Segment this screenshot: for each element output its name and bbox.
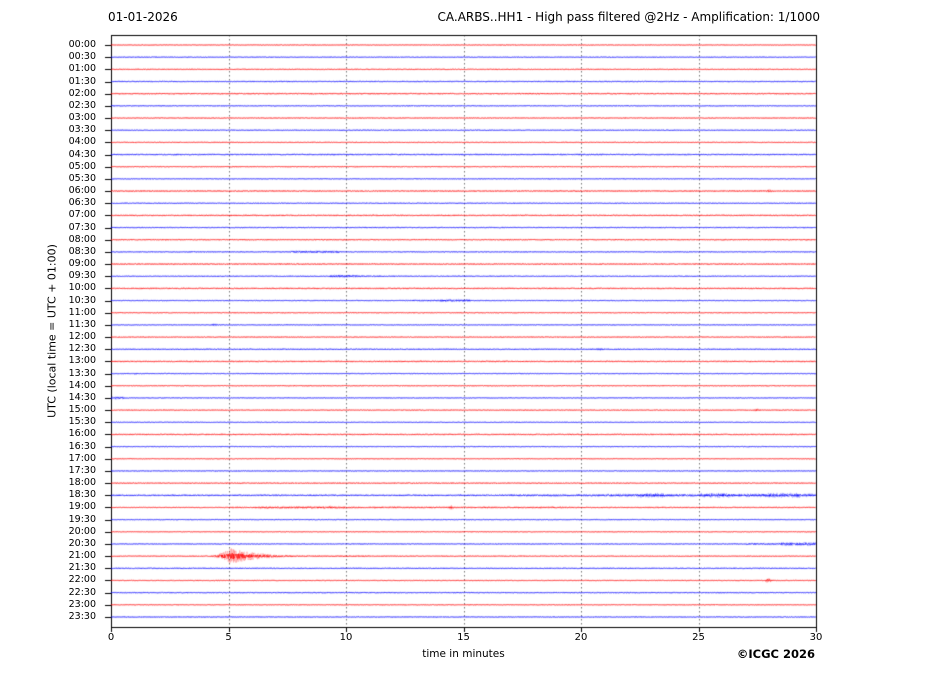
y-tick-label: 00:30 (68, 51, 96, 63)
x-tick-label: 30 (809, 632, 823, 643)
x-axis-title: time in minutes (422, 648, 505, 660)
y-axis-title: UTC (local time = UTC + 01:00) (45, 244, 59, 418)
y-tick-label: 14:00 (68, 379, 96, 391)
y-tick-label: 05:30 (68, 172, 96, 184)
y-tick-label: 21:30 (68, 562, 96, 574)
y-tick-label: 10:00 (68, 282, 96, 294)
x-tick-label: 15 (457, 632, 470, 643)
y-tick-label: 20:30 (68, 537, 96, 549)
y-tick-label: 12:00 (68, 331, 96, 343)
date-label: 01-01-2026 (108, 10, 178, 24)
y-tick-label: 01:00 (68, 63, 96, 75)
y-tick-label: 03:00 (68, 112, 96, 124)
y-tick-label: 18:00 (68, 477, 96, 489)
y-tick-label: 19:00 (68, 501, 96, 513)
y-tick-label: 03:30 (68, 124, 96, 136)
copyright-label: ©ICGC 2026 (736, 647, 815, 661)
y-tick-label: 02:30 (68, 99, 96, 111)
y-tick-label: 15:00 (68, 404, 96, 416)
x-tick-label: 0 (107, 632, 115, 643)
y-tick-label: 06:30 (68, 197, 96, 209)
y-tick-label: 09:30 (68, 270, 96, 282)
x-tick-label: 25 (692, 632, 705, 643)
y-tick-label: 07:00 (68, 209, 96, 221)
plot-title: CA.ARBS..HH1 - High pass filtered @2Hz -… (437, 10, 820, 24)
y-tick-label: 11:00 (68, 306, 96, 318)
y-tick-label: 10:30 (68, 294, 96, 306)
y-tick-label: 05:00 (68, 160, 96, 172)
x-tick-label: 10 (339, 632, 353, 643)
y-tick-label: 13:00 (68, 355, 96, 367)
y-tick-label: 14:30 (68, 391, 96, 403)
x-tick-label: 20 (574, 632, 588, 643)
y-tick-label: 12:30 (68, 343, 96, 355)
y-tick-label: 08:30 (68, 245, 96, 257)
y-tick-label: 00:00 (68, 39, 96, 50)
x-tick-label: 5 (225, 632, 232, 643)
y-tick-label: 06:00 (68, 185, 96, 197)
y-tick-label: 18:30 (68, 489, 96, 501)
y-tick-label: 07:30 (68, 221, 96, 233)
y-tick-label: 16:00 (68, 428, 96, 440)
y-tick-label: 04:30 (68, 148, 96, 160)
y-tick-label: 17:00 (68, 452, 96, 464)
y-tick-label: 20:00 (68, 525, 96, 537)
y-tick-label: 17:30 (68, 464, 96, 476)
y-tick-label: 21:00 (68, 550, 96, 562)
y-tick-label: 08:00 (68, 233, 96, 245)
y-tick-label: 02:00 (68, 87, 96, 99)
y-tick-label: 22:00 (68, 574, 96, 586)
y-tick-label: 23:30 (68, 611, 96, 622)
y-tick-label: 22:30 (68, 586, 96, 598)
y-tick-label: 13:30 (68, 367, 96, 379)
y-tick-label: 16:30 (68, 440, 96, 452)
y-tick-label: 09:00 (68, 258, 96, 270)
y-tick-label: 23:00 (68, 598, 96, 610)
y-tick-label: 04:00 (68, 136, 96, 148)
y-tick-label: 11:30 (68, 318, 96, 330)
y-tick-label: 19:30 (68, 513, 96, 525)
y-tick-label: 15:30 (68, 416, 96, 428)
y-tick-label: 01:30 (68, 75, 96, 87)
